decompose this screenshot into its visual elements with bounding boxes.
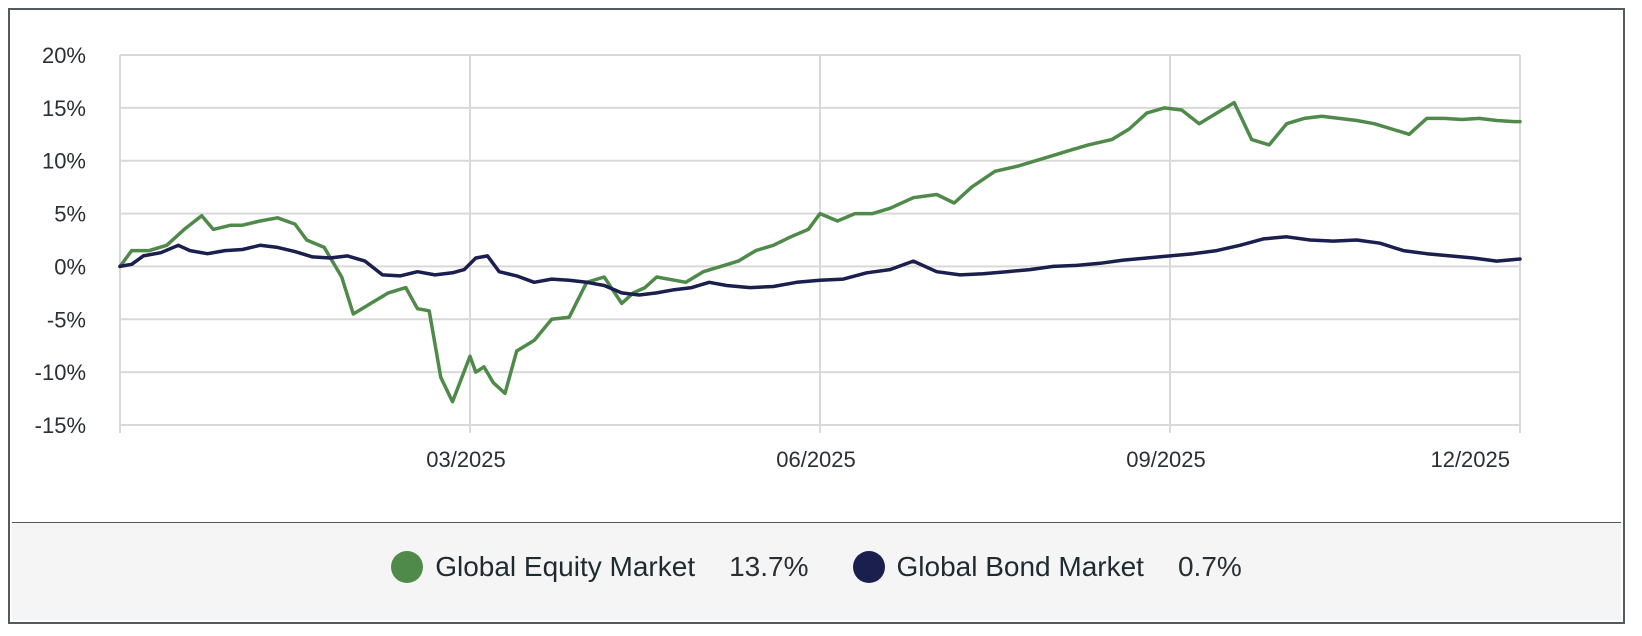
y-tick-label: 5% bbox=[54, 202, 86, 227]
bond-series-name: Global Bond Market bbox=[896, 551, 1144, 582]
y-tick-label: -10% bbox=[35, 360, 86, 385]
grid bbox=[119, 54, 1521, 433]
legend-bar: Global Equity Market 13.7% Global Bond M… bbox=[12, 522, 1621, 620]
line-chart: 20% 15% 10% 5% 0% -5% -10% -15% 03/2025 06/2025 09… bbox=[35, 43, 1522, 472]
series-line-bond bbox=[118, 235, 1522, 297]
x-tick-label: 03/2025 bbox=[426, 447, 506, 472]
legend: Global Equity Market 13.7% Global Bond M… bbox=[12, 551, 1621, 583]
y-tick-label: 20% bbox=[42, 43, 86, 68]
x-tick-label: 12/2025 bbox=[1430, 447, 1510, 472]
y-tick-label: 10% bbox=[42, 149, 86, 174]
equity-series-name: Global Equity Market bbox=[435, 551, 696, 582]
bond-series-value: 0.7% bbox=[1177, 551, 1242, 582]
x-tick-label: 06/2025 bbox=[776, 447, 856, 472]
series-line-equity bbox=[118, 100, 1522, 404]
equity-series-value: 13.7% bbox=[729, 551, 809, 582]
legend-item-equity[interactable]: Global Equity Market 13.7% bbox=[391, 551, 809, 583]
y-tick-label: 0% bbox=[54, 254, 86, 279]
axes: 20% 15% 10% 5% 0% -5% -10% -15% 03/2025 06/2025 09… bbox=[35, 43, 1510, 472]
equity-swatch-icon bbox=[391, 551, 424, 583]
legend-item-bond[interactable]: Global Bond Market 0.7% bbox=[852, 551, 1242, 583]
bond-swatch-icon bbox=[852, 551, 885, 583]
y-tick-label: 15% bbox=[42, 96, 86, 121]
y-tick-label: -5% bbox=[47, 307, 86, 332]
chart-card: 20% 15% 10% 5% 0% -5% -10% -15% 03/2025 06/2025 09… bbox=[8, 8, 1625, 624]
x-tick-label: 09/2025 bbox=[1126, 447, 1206, 472]
y-tick-label: -15% bbox=[35, 413, 86, 438]
series-lines bbox=[118, 100, 1522, 404]
